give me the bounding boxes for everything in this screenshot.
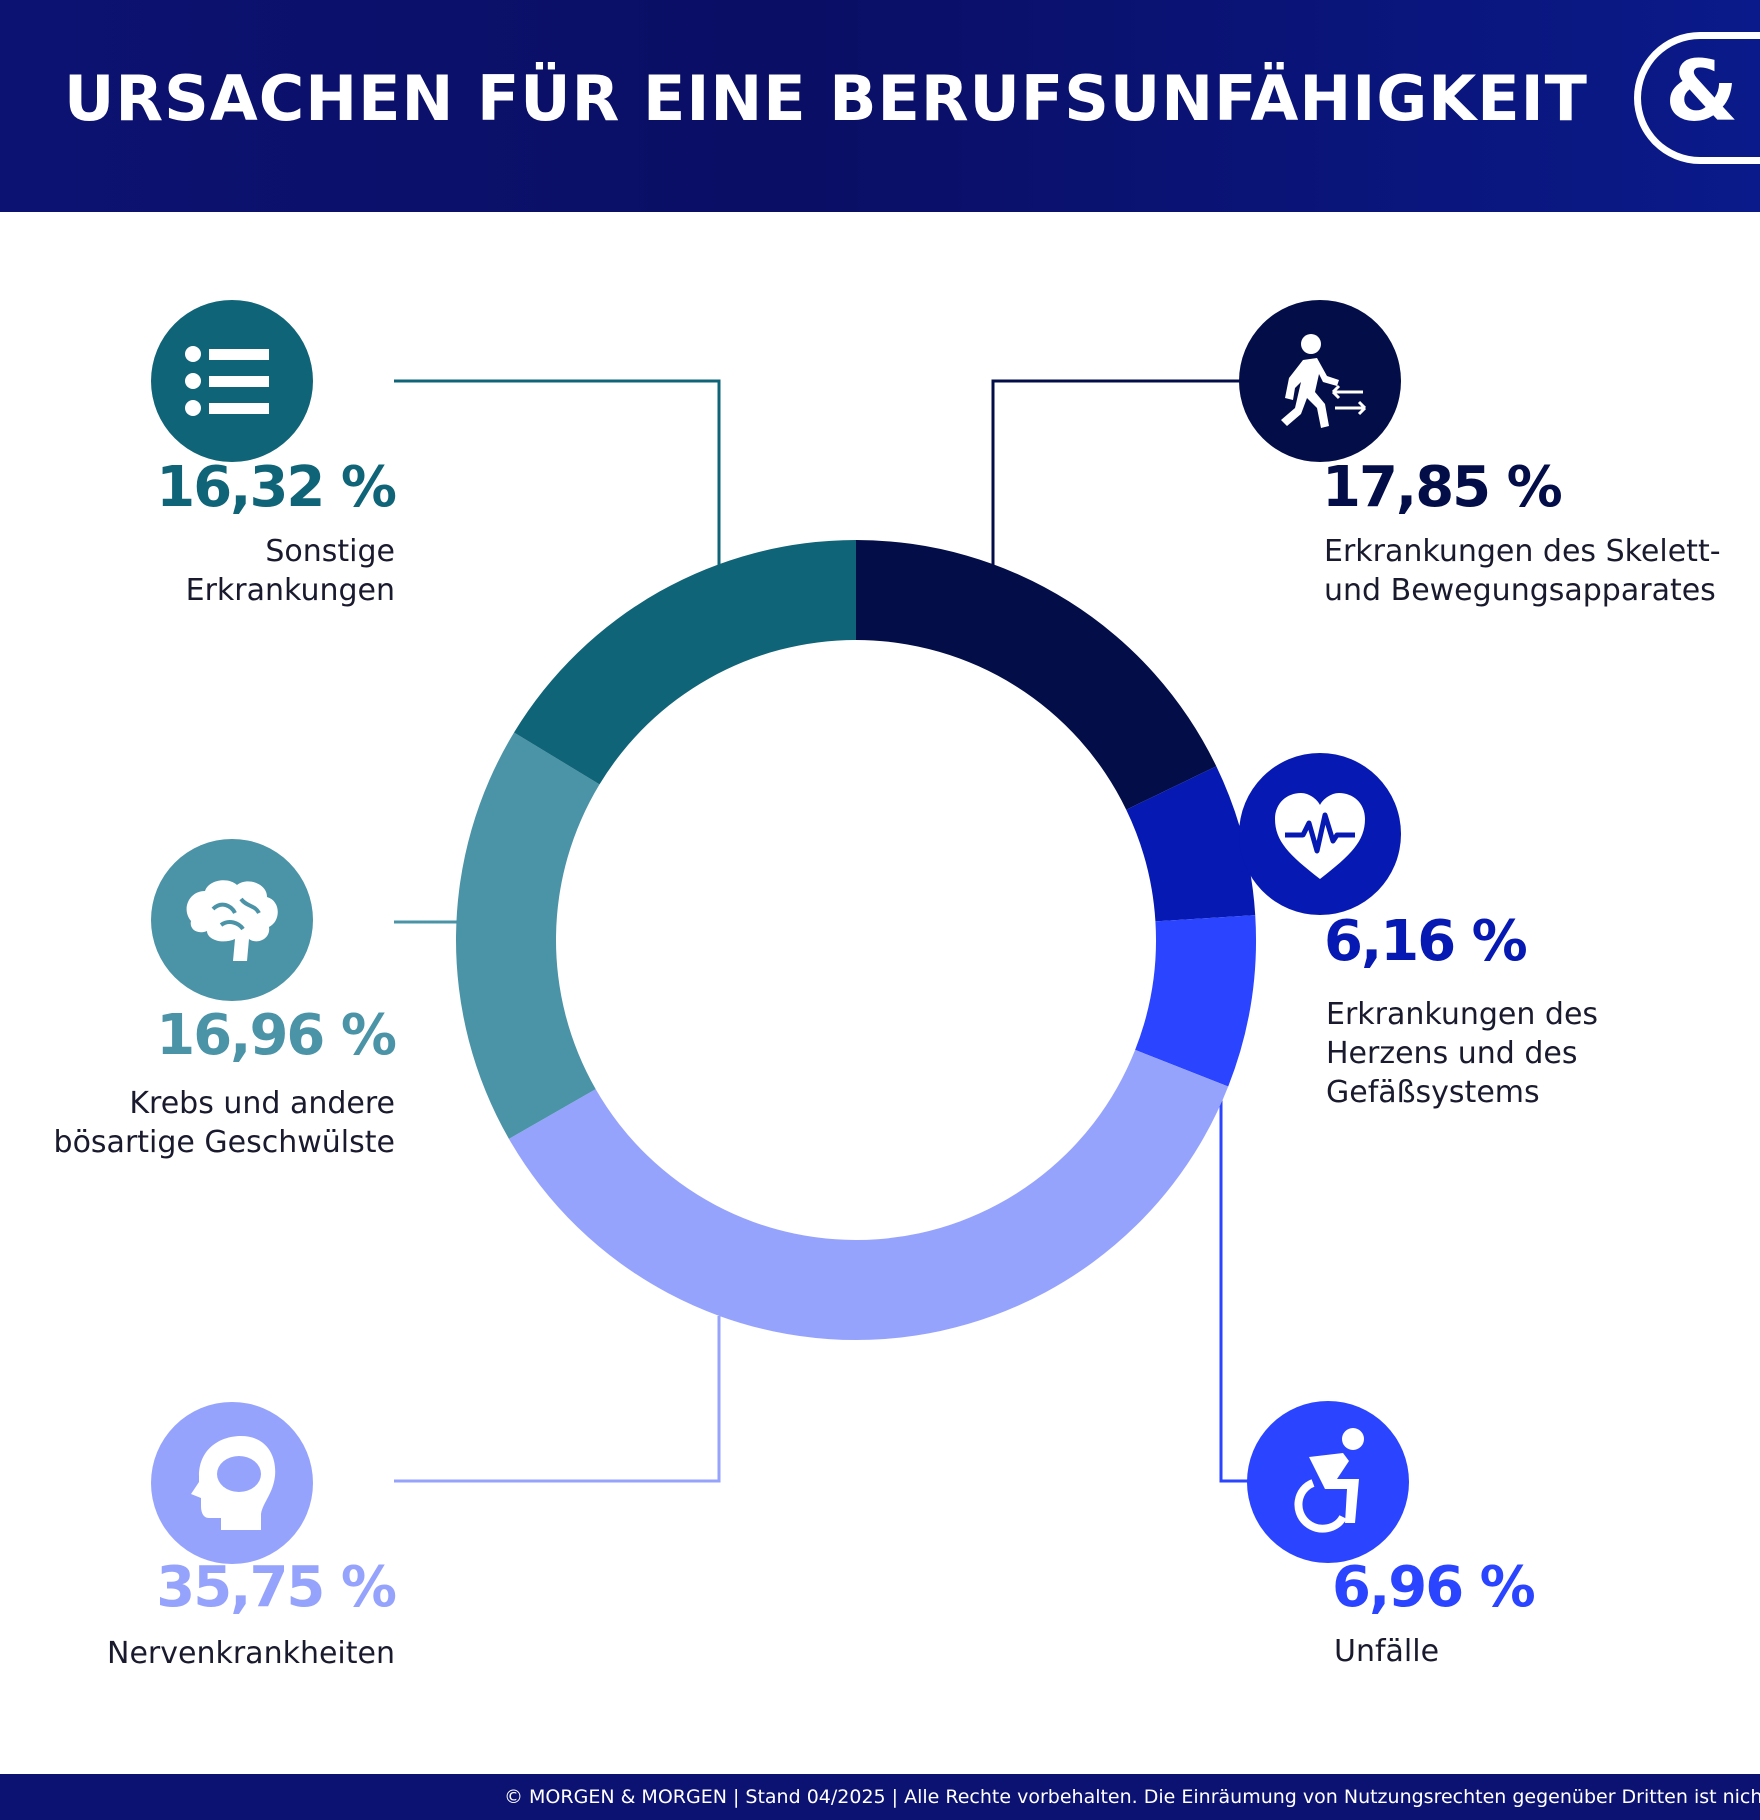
donut-chart — [394, 379, 1328, 1483]
label-line: bösartige Geschwülste — [53, 1125, 395, 1160]
label-line: Erkrankungen des — [1326, 997, 1599, 1032]
wheelchair-icon — [1247, 1401, 1409, 1563]
label-line: Herzens und des — [1326, 1036, 1578, 1071]
footer-bar: © MORGEN & MORGEN | Stand 04/2025 | Alle… — [0, 1774, 1760, 1820]
label-skelett: Erkrankungen des Skelett- und Bewegungsa… — [1324, 532, 1721, 610]
label-line: Erkrankungen des Skelett- — [1324, 534, 1721, 569]
label-line: Sonstige — [265, 534, 395, 569]
label-sonstige: Sonstige Erkrankungen — [186, 532, 395, 610]
connector-line-skelett — [991, 379, 1320, 565]
label-line: Erkrankungen — [185, 573, 395, 608]
logo-glyph: & — [1665, 42, 1739, 140]
list-icon — [151, 300, 313, 462]
morgen-und-morgen-logo-icon: & — [1634, 32, 1760, 164]
donut-slice-herz — [1126, 766, 1256, 922]
donut-slice-unfaelle — [1135, 915, 1256, 1087]
donut-slice-krebs — [456, 732, 600, 1139]
donut-slice-nerven — [508, 1049, 1229, 1340]
heart-pulse-icon — [1239, 753, 1401, 915]
label-line: Unfälle — [1334, 1634, 1440, 1669]
walking-person-icon — [1239, 300, 1401, 462]
donut-slice-skelett — [856, 540, 1217, 810]
page-title: URSACHEN FÜR EINE BERUFSUNFÄHIGKEIT — [64, 62, 1588, 135]
brain-icon — [151, 839, 313, 1001]
label-unfaelle: Unfälle — [1334, 1632, 1439, 1671]
header-banner: URSACHEN FÜR EINE BERUFSUNFÄHIGKEIT & — [0, 0, 1760, 212]
label-line: und Bewegungsapparates — [1324, 573, 1716, 608]
label-line: Krebs und andere — [129, 1086, 395, 1121]
label-herz: Erkrankungen des Herzens und des Gefäßsy… — [1326, 995, 1598, 1112]
copyright-text: © MORGEN & MORGEN | Stand 04/2025 | Alle… — [504, 1786, 1760, 1808]
label-krebs: Krebs und andere bösartige Geschwülste — [54, 1084, 395, 1162]
label-line: Gefäßsystems — [1326, 1075, 1540, 1110]
percent-nerven: 35,75 % — [156, 1555, 397, 1620]
percent-unfaelle: 6,96 % — [1332, 1555, 1536, 1620]
percent-skelett: 17,85 % — [1322, 455, 1563, 520]
head-mind-icon — [151, 1402, 313, 1564]
label-nerven: Nervenkrankheiten — [107, 1634, 395, 1673]
connector-line-sonstige — [394, 379, 721, 566]
label-line: Nervenkrankheiten — [107, 1636, 395, 1671]
donut-slices — [456, 540, 1256, 1340]
donut-slice-sonstige — [514, 540, 856, 785]
percent-herz: 6,16 % — [1324, 909, 1528, 974]
connector-line-nerven — [394, 1316, 721, 1483]
percent-krebs: 16,96 % — [156, 1003, 397, 1068]
percent-sonstige: 16,32 % — [156, 455, 397, 520]
